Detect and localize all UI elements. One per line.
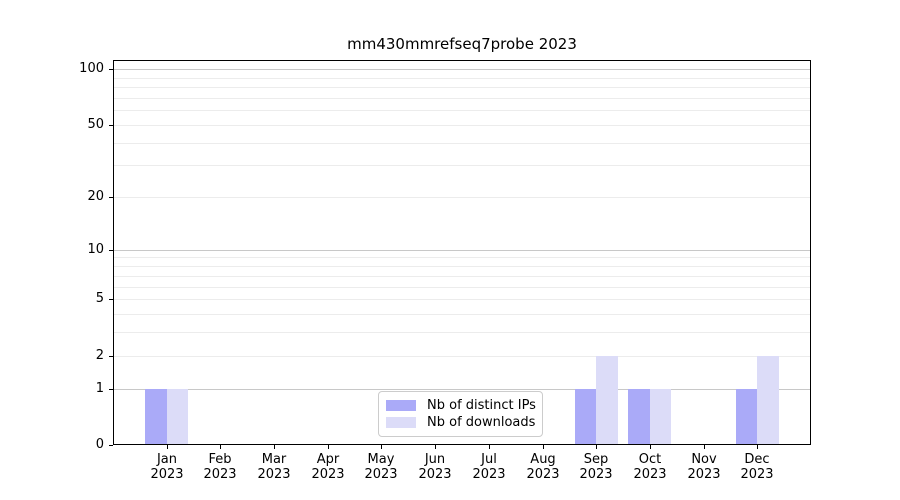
x-tick-label-apr: Apr 2023 (311, 452, 345, 482)
gridline-minor-90 (113, 78, 811, 79)
x-tick-sep (596, 445, 597, 449)
y-tick-label-1: 1 (95, 381, 104, 396)
legend-label-downloads: Nb of downloads (427, 415, 536, 431)
gridline-minor-9 (113, 257, 811, 258)
legend-label-distinct-ips: Nb of distinct IPs (427, 397, 536, 413)
bar-distinct-ips-jan (145, 388, 167, 445)
x-tick-apr (328, 445, 329, 449)
x-tick-label-nov: Nov 2023 (687, 452, 721, 482)
x-tick-label-may: May 2023 (364, 452, 398, 482)
y-tick-50 (109, 125, 113, 126)
legend-swatch-distinct-ips (386, 399, 416, 411)
gridline-minor-70 (113, 98, 811, 99)
x-tick-label-jan: Jan 2023 (150, 452, 184, 482)
legend-item-downloads: Nb of downloads (386, 415, 535, 430)
y-tick-label-0: 0 (95, 437, 104, 452)
y-tick-label-10: 10 (87, 242, 104, 257)
y-tick-100 (109, 69, 113, 70)
x-tick-label-jul: Jul 2023 (472, 452, 506, 482)
gridline-minor-4 (113, 314, 811, 315)
y-tick-20 (109, 197, 113, 198)
bar-downloads-sep (596, 355, 618, 445)
bar-distinct-ips-sep (574, 388, 597, 445)
bar-distinct-ips-dec (735, 388, 758, 445)
gridline-minor-8 (113, 266, 811, 267)
legend: Nb of distinct IPs Nb of downloads (378, 391, 543, 437)
bar-downloads-jan (166, 388, 189, 445)
y-tick-10 (109, 250, 113, 251)
y-tick-0 (109, 445, 113, 446)
x-tick-label-jun: Jun 2023 (418, 452, 452, 482)
gridline-major-100 (113, 69, 811, 70)
gridline-minor-3 (113, 332, 811, 333)
gridline-minor-80 (113, 87, 811, 88)
plot-area (113, 60, 811, 445)
y-tick-2 (109, 356, 113, 357)
gridline-minor-5 (113, 299, 811, 300)
bar-downloads-oct (649, 388, 672, 445)
y-tick-label-2: 2 (95, 348, 104, 363)
x-tick-label-sep: Sep 2023 (579, 452, 613, 482)
gridline-minor-20 (113, 197, 811, 198)
x-tick-jan (167, 445, 168, 449)
y-tick-1 (109, 389, 113, 390)
y-tick-5 (109, 299, 113, 300)
x-tick-feb (220, 445, 221, 449)
gridline-minor-7 (113, 276, 811, 277)
gridline-major-10 (113, 250, 811, 251)
gridline-minor-40 (113, 143, 811, 144)
x-tick-label-aug: Aug 2023 (526, 452, 560, 482)
x-tick-nov (704, 445, 705, 449)
x-tick-label-feb: Feb 2023 (203, 452, 237, 482)
x-tick-may (381, 445, 382, 449)
y-tick-label-5: 5 (95, 291, 104, 306)
y-tick-label-100: 100 (79, 61, 104, 76)
gridline-minor-6 (113, 287, 811, 288)
gridline-major-1 (113, 389, 811, 390)
x-tick-aug (543, 445, 544, 449)
gridline-minor-30 (113, 165, 811, 166)
gridline-minor-60 (113, 110, 811, 111)
legend-swatch-downloads (386, 417, 416, 429)
x-tick-jul (489, 445, 490, 449)
bar-distinct-ips-oct (628, 388, 650, 445)
x-tick-label-mar: Mar 2023 (257, 452, 291, 482)
x-tick-mar (274, 445, 275, 449)
chart-title: mm430mmrefseq7probe 2023 (347, 35, 577, 53)
x-tick-dec (757, 445, 758, 449)
x-tick-label-dec: Dec 2023 (740, 452, 774, 482)
gridline-minor-2 (113, 356, 811, 357)
gridline-minor-50 (113, 125, 811, 126)
x-tick-jun (435, 445, 436, 449)
y-tick-label-20: 20 (87, 189, 104, 204)
x-tick-label-oct: Oct 2023 (633, 452, 667, 482)
legend-item-distinct-ips: Nb of distinct IPs (386, 397, 536, 413)
y-tick-label-50: 50 (87, 117, 104, 132)
x-tick-oct (650, 445, 651, 449)
bar-downloads-dec (757, 355, 779, 445)
